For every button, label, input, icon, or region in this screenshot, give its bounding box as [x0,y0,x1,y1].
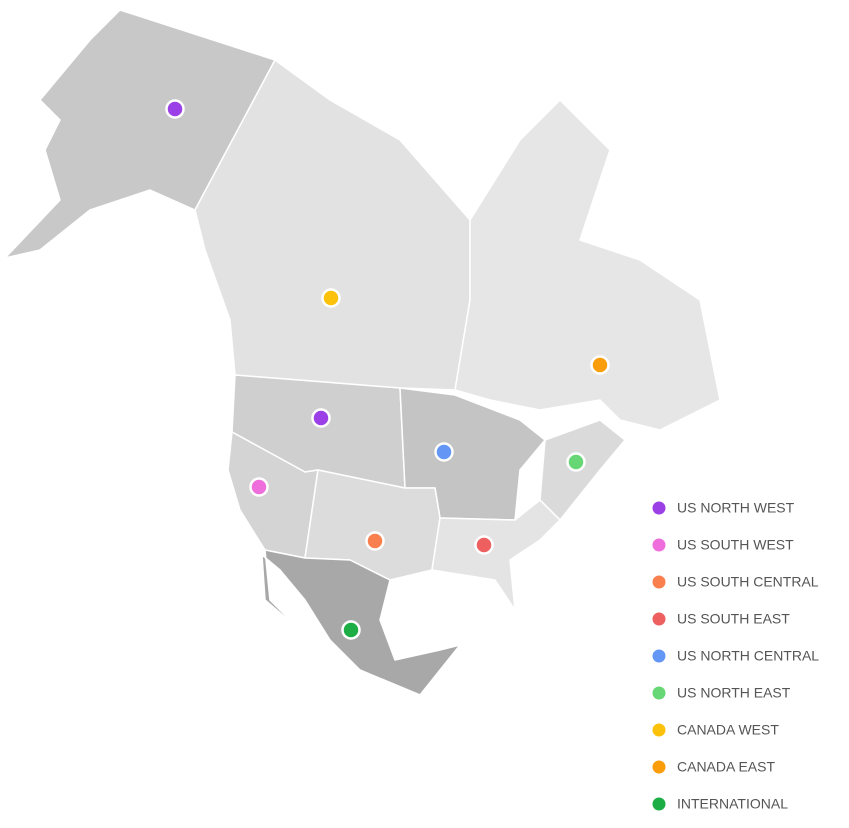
legend-label: US SOUTH WEST [677,537,794,553]
markers [165,99,610,640]
map-marker [249,477,269,497]
legend-label: US SOUTH CENTRAL [677,574,819,590]
map-marker [590,355,610,375]
legend-label: INTERNATIONAL [677,796,788,812]
legend-swatch [650,758,668,776]
legend-swatch [650,684,668,702]
map-marker [434,442,454,462]
legend-swatch [650,647,668,665]
map-marker [311,408,331,428]
map-marker [474,535,494,555]
legend-swatch [650,573,668,591]
legend-label: CANADA WEST [677,722,779,738]
legend: US NORTH WEST US SOUTH WEST US SOUTH CENTR… [650,499,819,813]
legend-swatch [650,795,668,813]
map-marker [365,531,385,551]
canada-east [454,99,721,431]
legend-label: US NORTH EAST [677,685,791,701]
legend-label: US NORTH WEST [677,500,795,516]
mexico [261,549,461,696]
us-north-east [539,419,626,521]
legend-label: CANADA EAST [677,759,775,775]
legend-label: US SOUTH EAST [677,611,790,627]
legend-swatch [650,499,668,517]
legend-swatch [650,536,668,554]
map-marker [321,288,341,308]
legend-swatch [650,721,668,739]
canada-west [194,59,471,391]
us-south-east [431,499,561,611]
map-marker [566,452,586,472]
map-marker [341,620,361,640]
legend-label: US NORTH CENTRAL [677,648,819,664]
legend-swatch [650,610,668,628]
map-marker [165,99,185,119]
regions [4,9,721,696]
